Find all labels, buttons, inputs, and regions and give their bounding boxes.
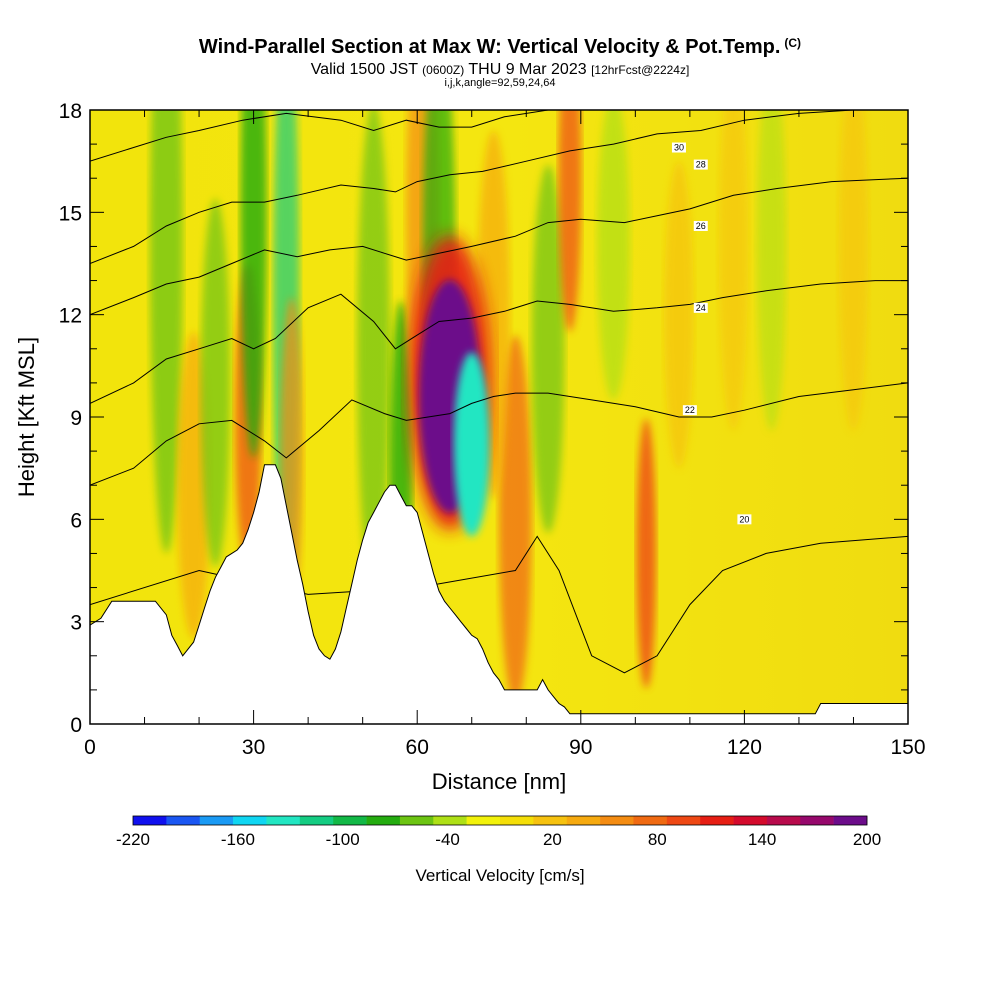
chart-title: Wind-Parallel Section at Max W: Vertical… bbox=[198, 36, 802, 58]
velocity-streak bbox=[357, 110, 390, 595]
isentrope-28 bbox=[90, 110, 854, 264]
isentrope-lines: 20 22 24 26 28 30 bbox=[90, 110, 908, 674]
y-tick-label: 9 bbox=[70, 407, 82, 430]
velocity-streak bbox=[664, 161, 694, 469]
velocity-streak bbox=[756, 110, 787, 431]
isentrope-label: 28 bbox=[696, 160, 706, 170]
terrain bbox=[90, 464, 908, 724]
colorbar-swatch bbox=[166, 816, 201, 825]
copyright-mark: (C) bbox=[784, 36, 802, 50]
chart-subtitle: Valid 1500 JST (0600Z) THU 9 Mar 2023 [1… bbox=[310, 61, 690, 78]
colorbar-swatch bbox=[199, 816, 234, 825]
isentrope-label-box bbox=[671, 142, 686, 153]
isentrope-label-box bbox=[693, 302, 708, 313]
x-tick-label: 60 bbox=[406, 736, 429, 759]
grid-indices: i,j,k,angle=92,59,24,64 bbox=[444, 77, 556, 89]
isentrope-22 bbox=[90, 382, 908, 486]
colorbar-swatch bbox=[600, 816, 634, 825]
y-tick-label: 3 bbox=[70, 612, 82, 635]
colorbar-swatch bbox=[533, 816, 568, 825]
colorbar-swatch bbox=[133, 816, 167, 825]
isentrope-label-box bbox=[693, 220, 708, 231]
colorbar-swatch bbox=[266, 816, 301, 825]
velocity-streak bbox=[149, 110, 183, 554]
velocity-features bbox=[409, 235, 491, 537]
isentrope-label: 22 bbox=[685, 405, 695, 415]
plot-area: 20 22 24 26 28 30 bbox=[90, 110, 908, 724]
colorbar-swatch bbox=[433, 816, 467, 825]
isentrope-label-box bbox=[737, 514, 752, 525]
x-axis: 0 30 60 90 120 150 bbox=[84, 110, 926, 759]
colorbar-tick-label: -160 bbox=[221, 830, 255, 849]
colorbar-tick-label: 20 bbox=[543, 830, 562, 849]
isentrope-20 bbox=[90, 535, 908, 674]
colorbar-swatch bbox=[633, 816, 668, 825]
colorbar-tick-label: 200 bbox=[853, 830, 881, 849]
colorbar: -220 -160 -100 -40 20 80 140 200 bbox=[116, 815, 881, 849]
isentrope-label: 30 bbox=[674, 143, 684, 153]
isentrope-label: 20 bbox=[739, 514, 749, 524]
colorbar-swatch bbox=[500, 816, 534, 825]
colorbar-title: Vertical Velocity [cm/s] bbox=[415, 866, 584, 885]
velocity-streak bbox=[838, 110, 869, 431]
velocity-core bbox=[453, 352, 490, 537]
colorbar-swatch bbox=[700, 816, 734, 825]
isentrope-24 bbox=[90, 280, 908, 404]
velocity-streak bbox=[531, 164, 565, 533]
y-tick-label: 18 bbox=[59, 100, 82, 123]
velocity-streak bbox=[499, 335, 532, 704]
y-tick-label: 0 bbox=[70, 714, 82, 737]
colorbar-swatch bbox=[333, 816, 367, 825]
colorbar-swatch bbox=[733, 816, 768, 825]
colorbar-swatch bbox=[466, 816, 501, 825]
colorbar-swatch bbox=[399, 816, 434, 825]
x-tick-label: 90 bbox=[569, 736, 592, 759]
colorbar-tick-label: -100 bbox=[326, 830, 360, 849]
velocity-streak bbox=[200, 198, 231, 568]
colorbar-swatch bbox=[833, 816, 868, 825]
x-axis-label: Distance [nm] bbox=[432, 769, 567, 794]
colorbar-swatch bbox=[233, 816, 267, 825]
colorbar-frame bbox=[132, 815, 868, 826]
x-tick-label: 0 bbox=[84, 736, 96, 759]
y-axis-label: Height [Kft MSL] bbox=[14, 337, 39, 497]
isentrope-26 bbox=[90, 177, 908, 316]
y-tick-label: 15 bbox=[59, 202, 82, 225]
colorbar-tick-label: -220 bbox=[116, 830, 150, 849]
isentrope-label-box bbox=[693, 159, 708, 170]
colorbar-tick-label: 140 bbox=[748, 830, 776, 849]
x-tick-label: 120 bbox=[727, 736, 762, 759]
y-tick-label: 12 bbox=[59, 305, 82, 328]
velocity-streak bbox=[558, 110, 582, 332]
colorbar-swatch bbox=[299, 816, 334, 825]
colorbar-swatch bbox=[566, 816, 601, 825]
isentrope-label: 24 bbox=[696, 303, 706, 313]
y-axis: 0 3 6 9 12 15 18 bbox=[59, 100, 908, 737]
colorbar-swatch bbox=[766, 816, 801, 825]
x-tick-label: 150 bbox=[890, 736, 925, 759]
velocity-streak bbox=[597, 110, 630, 400]
velocity-streak bbox=[240, 110, 267, 458]
colorbar-tick-label: 80 bbox=[648, 830, 667, 849]
x-tick-label: 30 bbox=[242, 736, 265, 759]
colorbar-swatch bbox=[800, 816, 834, 825]
velocity-streak bbox=[718, 110, 749, 431]
y-tick-label: 6 bbox=[70, 509, 82, 532]
isentrope-label: 26 bbox=[696, 221, 706, 231]
velocity-streak bbox=[636, 418, 657, 689]
isentrope-label-box bbox=[682, 405, 697, 416]
isentrope-30 bbox=[90, 110, 549, 162]
colorbar-swatch bbox=[666, 816, 701, 825]
colorbar-tick-label: -40 bbox=[435, 830, 460, 849]
colorbar-swatch bbox=[366, 816, 401, 825]
